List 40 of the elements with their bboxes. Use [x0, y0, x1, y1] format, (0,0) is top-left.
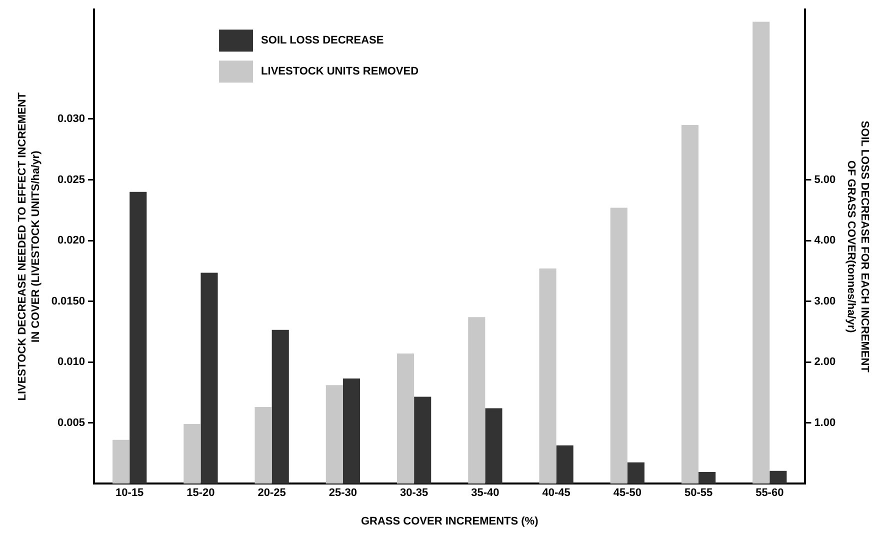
y2-tick-label: 2.00 [814, 356, 836, 368]
bar [752, 22, 770, 484]
bar [468, 317, 486, 484]
bar [610, 208, 628, 484]
bar [130, 192, 147, 484]
y2-tick-label: 1.00 [814, 416, 836, 429]
x-tick-label: 35-40 [471, 487, 500, 500]
legend-label: SOIL LOSS DECREASE [261, 34, 384, 47]
x-tick-label: 25-30 [328, 487, 358, 500]
bar [112, 440, 130, 484]
x-tick-label: 10-15 [116, 487, 144, 500]
y-tick-label: 0.030 [58, 113, 86, 126]
bar [556, 445, 574, 484]
x-tick-label: 30-35 [400, 487, 428, 500]
y2-tick-label: 4.00 [814, 234, 836, 247]
legend-label: LIVESTOCK UNITS REMOVED [261, 66, 419, 78]
x-tick-label: 15-20 [186, 487, 215, 500]
y2-tick-label: 3.00 [814, 295, 836, 308]
y2-axis-title: SOIL LOSS DECREASE FOR EACH INCREMENT OF GRASS COVER(tonnes/ha/yr) [845, 120, 870, 373]
bar [698, 472, 716, 484]
x-tick-label: 40-45 [542, 487, 570, 500]
bar [681, 125, 699, 484]
bar [200, 272, 218, 484]
y-tick-label: 0.0150 [51, 295, 86, 308]
y-axis-title: LIVESTOCK DECREASE NEEDED TO EFFECT INCREMENT IN COVER (LIVESTOCK UNITS/ha/yr) [16, 92, 42, 401]
y-tick-label: 0.025 [58, 174, 86, 186]
bar [539, 268, 556, 484]
bar [770, 470, 787, 484]
y-tick-label: 0.005 [58, 416, 86, 429]
bar [184, 424, 201, 484]
x-axis-title: GRASS COVER INCREMENTS (%) [360, 515, 539, 528]
x-tick-label: 55-60 [756, 487, 784, 500]
bar [272, 330, 289, 484]
x-tick-label: 45-50 [613, 487, 642, 500]
y-tick-label: 0.020 [58, 234, 86, 247]
y-tick-label: 0.010 [58, 356, 86, 368]
x-tick-label: 50-55 [684, 487, 713, 500]
x-tick-label: 20-25 [258, 487, 286, 500]
bar [627, 462, 644, 484]
y2-tick-label: 5.00 [814, 174, 836, 186]
